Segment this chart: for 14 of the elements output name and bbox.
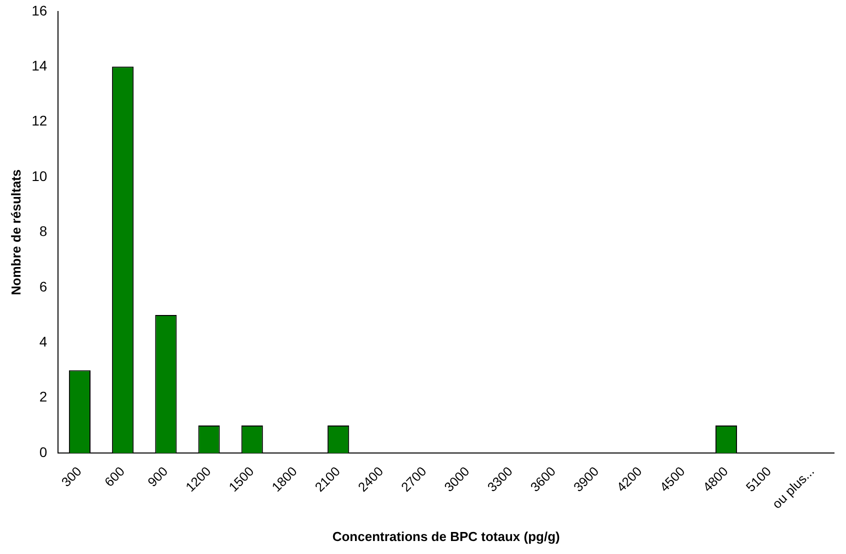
y-tick-label: 10 — [32, 168, 48, 184]
y-tick-label: 12 — [32, 112, 48, 129]
y-tick-label: 6 — [39, 278, 48, 294]
y-tick-label: 4 — [39, 334, 48, 350]
x-tick-label: 600 — [102, 464, 128, 490]
x-tick-label: 300 — [58, 464, 84, 490]
y-tick-label: 8 — [39, 223, 48, 240]
x-axis-title: Concentrations de BPC totaux (pg/g) — [332, 528, 560, 544]
y-tick-label: 16 — [32, 2, 48, 18]
y-axis-title: Nombre de résultats — [8, 169, 24, 296]
y-tick-label: 2 — [39, 388, 48, 405]
x-tick-label: 900 — [144, 464, 171, 490]
y-tick-label: 0 — [39, 444, 48, 460]
y-tick-label: 14 — [32, 57, 48, 74]
